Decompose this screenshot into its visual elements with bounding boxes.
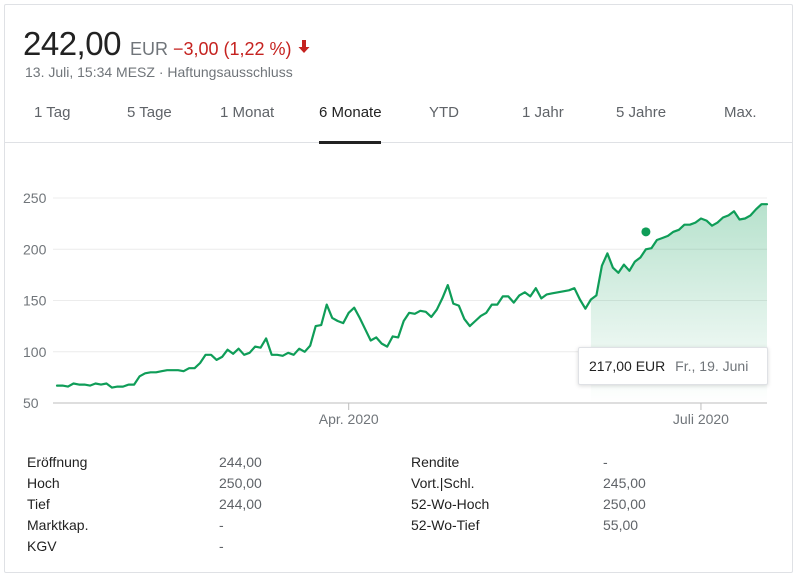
stock-card: 242,00 EUR −3,00 (1,22 %) 13. Juli, 15:3… [4,4,793,573]
quote-meta: 13. Juli, 15:34 MESZ · Haftungsausschlus… [25,64,293,80]
price-chart[interactable]: 50 100 150 200 250 Apr. 2020 Juli 2020 217,00 … [5,145,792,435]
hover-point[interactable] [641,227,651,237]
tab-5-days[interactable]: 5 Tage [127,104,172,121]
stat-value: 245,00 [603,475,646,491]
stat-label: 52-Wo-Tief [411,517,480,533]
range-tabs: 1 Tag 5 Tage 1 Monat 6 Monate YTD 1 Jahr… [5,99,792,144]
stat-row-52w-low: 52-Wo-Tief 55,00 [411,515,781,536]
tooltip-date: Fr., 19. Juni [675,358,749,374]
current-price: 242,00 [23,25,121,62]
currency-label: EUR [129,39,168,59]
stat-value: 244,00 [219,454,262,470]
tab-1-month[interactable]: 1 Monat [220,104,275,121]
stat-label: Rendite [411,454,460,470]
y-tick-label: 250 [23,190,47,206]
separator: · [158,64,164,80]
tab-5-years[interactable]: 5 Jahre [616,104,667,121]
stats-right: Rendite - Vort.|Schl. 245,00 52-Wo-Hoch … [411,452,781,536]
tab-1-day[interactable]: 1 Tag [34,104,71,121]
y-tick-label: 50 [23,395,39,411]
y-tick-label: 100 [23,344,47,360]
stat-label: KGV [27,538,57,554]
chart-svg: 50 100 150 200 250 Apr. 2020 Juli 2020 [23,190,769,427]
stats-left: Eröffnung 244,00 Hoch 250,00 Tief 244,00… [27,452,397,557]
stat-row-pe: KGV - [27,536,397,557]
price-change: −3,00 (1,22 %) [172,39,292,59]
price-line[interactable] [55,203,769,389]
stat-row-52w-high: 52-Wo-Hoch 250,00 [411,494,781,515]
stat-value: - [603,454,608,470]
stat-label: Hoch [27,475,60,491]
tab-max[interactable]: Max. [724,104,757,121]
disclaimer-link[interactable]: Haftungsausschluss [167,64,293,80]
x-tick-label: Juli 2020 [673,411,729,427]
stat-value: - [219,538,224,554]
timestamp: 13. Juli, 15:34 MESZ [25,64,155,80]
stat-row-low: Tief 244,00 [27,494,397,515]
arrow-down-icon [298,40,310,58]
stat-value: 244,00 [219,496,262,512]
stat-row-open: Eröffnung 244,00 [27,452,397,473]
stat-value: 250,00 [603,496,646,512]
stat-label: Vort.|Schl. [411,475,475,491]
tab-6-months[interactable]: 6 Monate [319,99,382,144]
stat-row-prev-close: Vort.|Schl. 245,00 [411,473,781,494]
stat-label: Tief [27,496,50,512]
stat-value: - [219,517,224,533]
stat-row-yield: Rendite - [411,452,781,473]
stat-value: 55,00 [603,517,639,533]
y-tick-label: 150 [23,293,47,309]
stat-label: Marktkap. [27,517,89,533]
stat-label: 52-Wo-Hoch [411,496,490,512]
stat-value: 250,00 [219,475,262,491]
stat-label: Eröffnung [27,454,88,470]
stat-row-high: Hoch 250,00 [27,473,397,494]
price-row: 242,00 EUR −3,00 (1,22 %) [23,25,310,63]
stat-row-market-cap: Marktkap. - [27,515,397,536]
chart-tooltip: 217,00 EUR Fr., 19. Juni [578,347,768,385]
tab-ytd[interactable]: YTD [429,104,459,121]
x-tick-label: Apr. 2020 [319,411,379,427]
tab-1-year[interactable]: 1 Jahr [522,104,564,121]
tooltip-price: 217,00 EUR [589,358,666,374]
y-tick-label: 200 [23,241,47,257]
